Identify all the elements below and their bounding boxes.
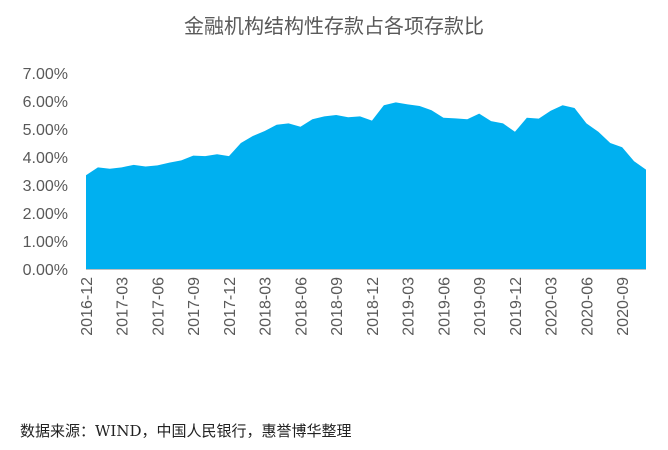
- y-tick-label: 4.00%: [23, 150, 68, 167]
- x-tick-label: 2017-06: [150, 277, 167, 336]
- y-tick-label: 0.00%: [23, 262, 68, 279]
- data-point: [454, 117, 457, 120]
- x-tick-label: 2020-06: [579, 277, 596, 336]
- data-point: [287, 122, 290, 125]
- x-tick-label: 2019-06: [436, 277, 453, 336]
- x-tick-label: 2020-09: [615, 277, 632, 336]
- x-tick-label: 2017-09: [186, 277, 203, 336]
- x-tick-label: 2018-09: [329, 277, 346, 336]
- data-point: [442, 116, 445, 119]
- data-point: [502, 122, 505, 125]
- data-point: [168, 161, 171, 164]
- data-point: [204, 155, 207, 158]
- data-point: [478, 112, 481, 115]
- data-point: [382, 104, 385, 107]
- data-point: [633, 160, 636, 163]
- plot-area: [85, 101, 648, 270]
- data-point: [585, 122, 588, 125]
- data-point: [525, 116, 528, 119]
- data-point: [192, 154, 195, 157]
- y-tick-label: 7.00%: [23, 66, 68, 83]
- area-series: [86, 102, 646, 270]
- data-point: [251, 135, 254, 138]
- y-axis: 0.00% 1.00% 2.00% 3.00% 4.00% 5.00% 6.00% 7.00%: [23, 66, 68, 279]
- data-point: [609, 142, 612, 145]
- data-point: [239, 142, 242, 145]
- data-point: [466, 118, 469, 121]
- data-point: [311, 118, 314, 121]
- x-tick-label: 2020-03: [544, 277, 561, 336]
- y-tick-label: 3.00%: [23, 178, 68, 195]
- data-point: [347, 116, 350, 119]
- data-point: [418, 105, 421, 108]
- data-point: [263, 129, 266, 132]
- data-point: [108, 167, 111, 170]
- data-point: [406, 103, 409, 106]
- x-axis: 2016-12 2017-03 2017-06 2017-09 2017-12 2018-…: [79, 269, 646, 336]
- x-tick-label: 2017-03: [115, 277, 132, 336]
- chart-title: 金融机构结构性存款占各项存款比: [184, 14, 484, 38]
- y-tick-label: 2.00%: [23, 206, 68, 223]
- data-point: [180, 159, 183, 162]
- data-point: [120, 166, 123, 169]
- data-point: [394, 101, 397, 104]
- data-point: [227, 155, 230, 158]
- data-point: [490, 120, 493, 123]
- data-point: [370, 119, 373, 122]
- data-point: [299, 125, 302, 128]
- data-point: [537, 117, 540, 120]
- data-point: [430, 109, 433, 112]
- data-point: [513, 130, 516, 133]
- y-tick-label: 5.00%: [23, 122, 68, 139]
- data-point: [573, 107, 576, 110]
- data-point: [85, 174, 88, 177]
- x-tick-label: 2016-12: [79, 277, 96, 336]
- data-point: [549, 109, 552, 112]
- data-point: [621, 146, 624, 149]
- x-tick-label: 2018-06: [293, 277, 310, 336]
- y-tick-label: 1.00%: [23, 234, 68, 251]
- data-point: [144, 165, 147, 168]
- data-point: [561, 104, 564, 107]
- data-point: [216, 153, 219, 156]
- data-point: [96, 166, 99, 169]
- data-point: [323, 115, 326, 118]
- x-tick-label: 2018-12: [365, 277, 382, 336]
- x-tick-label: 2018-03: [258, 277, 275, 336]
- data-point: [597, 130, 600, 133]
- y-tick-label: 6.00%: [23, 94, 68, 111]
- data-point: [645, 168, 648, 171]
- x-tick-label: 2017-12: [222, 277, 239, 336]
- data-point: [132, 163, 135, 166]
- data-point: [335, 114, 338, 117]
- x-tick-label: 2019-12: [508, 277, 525, 336]
- x-tick-label: 2019-09: [472, 277, 489, 336]
- source-note: 数据来源：WIND，中国人民银行，惠誉博华整理: [20, 422, 352, 440]
- x-tick-label: 2019-03: [401, 277, 418, 336]
- data-point: [156, 164, 159, 167]
- data-point: [275, 123, 278, 126]
- data-point: [359, 115, 362, 118]
